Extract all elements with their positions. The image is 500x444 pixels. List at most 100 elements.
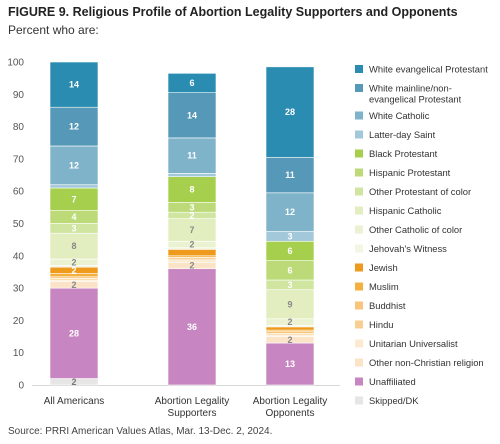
bar-segment-white-evangelical-protestant: [167, 73, 217, 93]
data-label: 6: [189, 78, 194, 88]
data-label: 12: [69, 122, 79, 132]
bar-segment-white-mainline-non-evangelical-protestant: [49, 106, 99, 147]
category-label: Abortion Legality Opponents: [253, 396, 328, 419]
data-label: 6: [287, 246, 292, 256]
bars: [49, 61, 315, 386]
y-tick-label: 20: [13, 316, 25, 327]
data-label: 12: [69, 160, 79, 170]
legend-label: White mainline/non-evangelical Protestan…: [369, 83, 462, 105]
data-label: 3: [287, 231, 292, 241]
y-tick-label: 90: [13, 90, 25, 101]
data-label: 12: [285, 207, 295, 217]
bar-segment-white-evangelical-protestant: [49, 61, 99, 108]
data-labels: 2282228347121214362272381114613229366312…: [69, 78, 295, 387]
legend-swatch-skipped-dk: [355, 396, 363, 405]
data-label: 3: [189, 202, 194, 212]
data-label: 2: [71, 377, 76, 387]
data-label: 28: [69, 328, 79, 338]
legend-label: Hindu: [369, 319, 394, 330]
y-tick-label: 0: [18, 381, 24, 392]
data-label: 9: [287, 299, 292, 309]
category-label: Abortion Legality Supporters: [155, 396, 230, 419]
legend-swatch-other-catholic-of-color: [355, 225, 363, 234]
data-label: 3: [287, 280, 292, 290]
legend-label: Muslim: [369, 281, 399, 292]
legend-swatch-unitarian-universalist: [355, 339, 363, 348]
bar-segment-white-evangelical-protestant: [265, 66, 315, 158]
figure-subtitle: Percent who are:: [8, 23, 99, 37]
data-label: 11: [187, 151, 197, 161]
bar-segment-white-catholic: [265, 192, 315, 232]
legend-label: Buddhist: [369, 300, 406, 311]
data-label: 8: [71, 241, 76, 251]
y-tick-label: 70: [13, 154, 25, 165]
y-tick-label: 50: [13, 219, 25, 230]
data-label: 36: [187, 322, 197, 332]
y-tick-label: 30: [13, 284, 25, 295]
legend-swatch-muslim: [355, 282, 363, 291]
data-label: 4: [71, 212, 76, 222]
data-label: 3: [71, 223, 76, 233]
data-label: 13: [285, 359, 295, 369]
data-label: 2: [71, 280, 76, 290]
y-tick-label: 10: [13, 348, 25, 359]
bar-segment-hispanic-catholic: [49, 232, 99, 260]
y-tick-label: 40: [13, 251, 25, 262]
category-labels: All Americans Abortion Legality Supporters…: [44, 396, 328, 419]
y-axis: 0 10 20 30 40 50 60 70 80 90 100: [7, 58, 340, 392]
legend-label: Other non-Christian religion: [369, 357, 484, 368]
legend-label: Skipped/DK: [369, 395, 419, 406]
data-label: 2: [189, 260, 194, 270]
legend-swatch-unaffiliated: [355, 377, 363, 386]
legend-swatch-white-catholic: [355, 111, 363, 120]
y-tick-label: 80: [13, 122, 25, 133]
legend-swatch-black-protestant: [355, 149, 363, 158]
legend-label: Jehovah's Witness: [369, 243, 447, 254]
category-label: All Americans: [44, 396, 105, 407]
legend-swatch-jehovah-s-witness: [355, 244, 363, 253]
figure-source: Source: PRRI American Values Atlas, Mar.…: [8, 426, 273, 437]
data-label: 7: [189, 225, 194, 235]
data-label: 14: [69, 80, 79, 90]
legend-swatch-hindu: [355, 320, 363, 329]
bar-segment-latter-day-saint: [49, 184, 99, 189]
legend-swatch-white-mainline-non-evangelical-protestant: [355, 84, 363, 92]
legend-label: Hispanic Catholic: [369, 205, 442, 216]
data-label: 14: [187, 110, 197, 120]
data-label: 2: [189, 210, 194, 220]
legend-label: Black Protestant: [369, 148, 438, 159]
legend-label: Unitarian Universalist: [369, 338, 458, 349]
bar-segment-unaffiliated: [265, 342, 315, 386]
data-label: 2: [287, 317, 292, 327]
legend-swatch-hispanic-protestant: [355, 168, 363, 177]
bar-segment-white-mainline-non-evangelical-protestant: [265, 156, 315, 194]
legend-swatch-other-protestant-of-color: [355, 187, 363, 196]
legend-swatch-other-non-christian-religion: [355, 358, 363, 367]
y-tick-label: 100: [7, 58, 24, 69]
legend-label: Hispanic Protestant: [369, 167, 451, 178]
legend: White evangelical Protestant White mainli…: [355, 64, 488, 406]
legend-label: Latter-day Saint: [369, 129, 436, 140]
legend-swatch-buddhist: [355, 301, 363, 310]
legend-swatch-latter-day-saint: [355, 130, 363, 139]
legend-label: Other Catholic of color: [369, 224, 462, 235]
bar-segment-latter-day-saint: [167, 173, 217, 177]
data-label: 11: [285, 170, 295, 180]
data-label: 28: [285, 107, 295, 117]
legend-swatch-hispanic-catholic: [355, 206, 363, 215]
data-label: 2: [71, 265, 76, 275]
legend-swatch-white-evangelical-protestant: [355, 65, 363, 73]
legend-label: Jewish: [369, 262, 398, 273]
legend-label: Other Protestant of color: [369, 186, 471, 197]
bar-segment-black-protestant: [167, 176, 217, 203]
bar-segment-white-catholic: [167, 137, 217, 174]
bar-segment-jewish: [265, 326, 315, 331]
data-label: 8: [189, 185, 194, 195]
data-label: 6: [287, 265, 292, 275]
legend-swatch-jewish: [355, 263, 363, 272]
legend-label: White evangelical Protestant: [369, 64, 488, 75]
data-label: 2: [71, 257, 76, 267]
bar-segment-hispanic-catholic: [265, 289, 315, 320]
y-tick-label: 60: [13, 187, 25, 198]
